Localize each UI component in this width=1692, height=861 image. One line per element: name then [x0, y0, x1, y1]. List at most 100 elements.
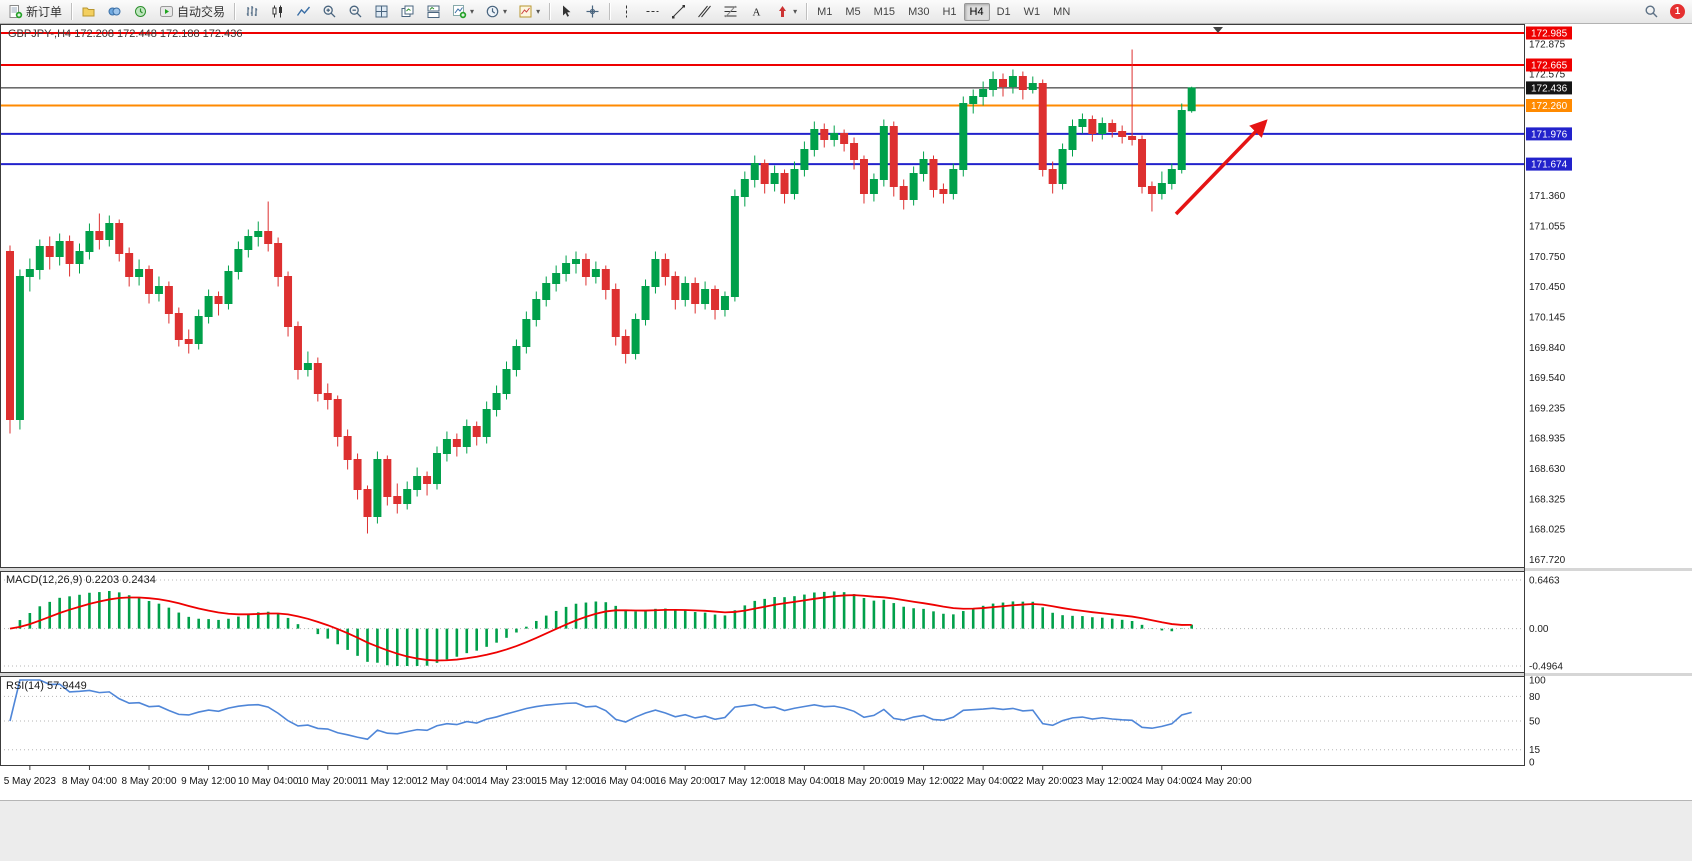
chart-list-icon	[107, 4, 122, 19]
indicators-button[interactable]: ▾	[447, 2, 479, 22]
indicators-icon	[452, 4, 467, 19]
trendline-button[interactable]	[666, 2, 691, 22]
tile-windows-button[interactable]	[369, 2, 394, 22]
timeframe-d1-button[interactable]: D1	[991, 3, 1017, 21]
svg-text:10 May 20:00: 10 May 20:00	[297, 776, 358, 787]
timeframe-m30-button[interactable]: M30	[902, 3, 935, 21]
line-chart-button[interactable]	[291, 2, 316, 22]
svg-text:8 May 20:00: 8 May 20:00	[121, 776, 176, 787]
timeframe-h1-button[interactable]: H1	[936, 3, 962, 21]
arrange-windows-icon	[426, 4, 441, 19]
svg-text:100: 100	[1529, 676, 1546, 687]
svg-text:169.540: 169.540	[1529, 373, 1566, 384]
chart-canvas[interactable]: 172.875 172.575 171.360 171.055 170.750 170.4…	[0, 24, 1692, 861]
notification-badge[interactable]: 1	[1670, 4, 1685, 19]
svg-text:16 May 20:00: 16 May 20:00	[655, 776, 716, 787]
chart-profile-button[interactable]	[76, 2, 101, 22]
vertical-line-button[interactable]	[614, 2, 639, 22]
arrange-windows-button[interactable]	[421, 2, 446, 22]
svg-text:14 May 23:00: 14 May 23:00	[476, 776, 537, 787]
cursor-arrow-icon	[559, 4, 574, 19]
svg-text:10 May 04:00: 10 May 04:00	[238, 776, 299, 787]
search-button[interactable]	[1639, 2, 1664, 22]
timeframe-w1-button[interactable]: W1	[1018, 3, 1047, 21]
svg-text:15 May 12:00: 15 May 12:00	[536, 776, 597, 787]
trendline-icon	[671, 4, 686, 19]
toolbar-separator	[71, 3, 73, 20]
svg-text:5 May 2023: 5 May 2023	[4, 776, 57, 787]
toolbar-separator	[806, 3, 808, 20]
svg-text:80: 80	[1529, 692, 1541, 703]
autotrading-label: 自动交易	[177, 5, 226, 19]
svg-text:172.575: 172.575	[1529, 70, 1566, 81]
crosshair-button[interactable]	[580, 2, 605, 22]
timeframe-h4-button[interactable]: H4	[963, 2, 990, 21]
time-axis: 5 May 2023 8 May 04:00 8 May 20:00 9 May 12…	[4, 766, 1252, 787]
svg-text:-0.4964: -0.4964	[1529, 661, 1563, 672]
svg-text:9 May 12:00: 9 May 12:00	[181, 776, 236, 787]
svg-text:24 May 04:00: 24 May 04:00	[1132, 776, 1193, 787]
horizontal-line-button[interactable]	[640, 2, 665, 22]
timeframe-mn-button[interactable]: MN	[1047, 3, 1076, 21]
arrows-caret-icon: ▾	[793, 6, 798, 16]
svg-text:22 May 20:00: 22 May 20:00	[1012, 776, 1073, 787]
zoom-in-button[interactable]	[317, 2, 342, 22]
crosshair-icon	[585, 4, 600, 19]
svg-text:18 May 20:00: 18 May 20:00	[834, 776, 895, 787]
history-center-icon	[133, 4, 148, 19]
timeframe-m5-button[interactable]: M5	[839, 3, 866, 21]
templates-button[interactable]: ▾	[513, 2, 545, 22]
timeframe-m1-button[interactable]: M1	[811, 3, 838, 21]
svg-text:50: 50	[1529, 717, 1541, 728]
svg-text:170.750: 170.750	[1529, 252, 1566, 263]
svg-text:172.875: 172.875	[1529, 40, 1566, 51]
profile-folder-icon	[81, 4, 96, 19]
search-icon	[1644, 4, 1659, 19]
autotrading-button[interactable]: 自动交易	[154, 2, 230, 22]
zoom-in-icon	[322, 4, 337, 19]
line-chart-icon	[296, 4, 311, 19]
bar-chart-icon	[244, 4, 259, 19]
svg-text:172.665: 172.665	[1531, 61, 1568, 72]
toolbar-separator	[549, 3, 551, 20]
svg-text:172.260: 172.260	[1531, 101, 1568, 112]
periods-caret-icon: ▾	[503, 6, 508, 16]
toolbar: 新订单 自动交易	[0, 0, 1692, 24]
svg-text:171.360: 171.360	[1529, 191, 1566, 202]
zoom-out-button[interactable]	[343, 2, 368, 22]
fibonacci-button[interactable]	[718, 2, 743, 22]
price-axis: 172.875 172.575 171.360 171.055 170.750 170.4…	[1526, 26, 1572, 769]
cascade-windows-button[interactable]	[395, 2, 420, 22]
svg-text:12 May 04:00: 12 May 04:00	[417, 776, 478, 787]
svg-text:15: 15	[1529, 745, 1541, 756]
candlestick-chart-button[interactable]	[265, 2, 290, 22]
history-center-button[interactable]	[128, 2, 153, 22]
svg-text:170.145: 170.145	[1529, 313, 1566, 324]
text-tool-button[interactable]: A	[744, 2, 769, 22]
svg-text:18 May 04:00: 18 May 04:00	[774, 776, 835, 787]
cursor-button[interactable]	[554, 2, 579, 22]
chart-shift-marker	[1213, 27, 1223, 33]
svg-text:172.985: 172.985	[1531, 29, 1568, 40]
svg-text:170.450: 170.450	[1529, 282, 1566, 293]
templates-icon	[518, 4, 533, 19]
svg-text:A: A	[753, 7, 761, 19]
svg-text:19 May 12:00: 19 May 12:00	[893, 776, 954, 787]
channel-button[interactable]	[692, 2, 717, 22]
periods-button[interactable]: ▾	[480, 2, 512, 22]
toolbar-separator	[609, 3, 611, 20]
macd-histogram	[18, 590, 1193, 666]
cascade-windows-icon	[400, 4, 415, 19]
timeframe-m15-button[interactable]: M15	[868, 3, 901, 21]
zoom-out-icon	[348, 4, 363, 19]
svg-text:168.630: 168.630	[1529, 464, 1566, 475]
new-order-button[interactable]: 新订单	[3, 2, 67, 22]
vertical-line-icon	[619, 4, 634, 19]
bar-chart-button[interactable]	[239, 2, 264, 22]
candlesticks	[6, 49, 1196, 534]
chart-list-button[interactable]	[102, 2, 127, 22]
arrows-tool-button[interactable]: ▾	[770, 2, 802, 22]
svg-text:171.674: 171.674	[1531, 160, 1568, 171]
macd-signal-line	[9, 594, 1192, 662]
svg-text:17 May 12:00: 17 May 12:00	[715, 776, 776, 787]
